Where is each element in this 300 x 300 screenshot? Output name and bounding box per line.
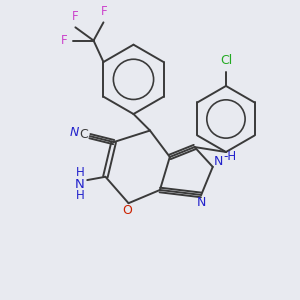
Text: H: H: [76, 189, 84, 203]
Text: N: N: [75, 178, 85, 190]
Text: F: F: [72, 11, 79, 23]
Text: F: F: [101, 5, 107, 18]
Text: N: N: [214, 155, 224, 168]
Text: F: F: [61, 34, 67, 47]
Text: Cl: Cl: [220, 54, 232, 67]
Text: -H: -H: [224, 150, 236, 163]
Text: O: O: [122, 204, 132, 217]
Text: H: H: [76, 166, 84, 179]
Text: C: C: [80, 128, 88, 141]
Text: N: N: [69, 126, 79, 139]
Text: N: N: [196, 196, 206, 209]
